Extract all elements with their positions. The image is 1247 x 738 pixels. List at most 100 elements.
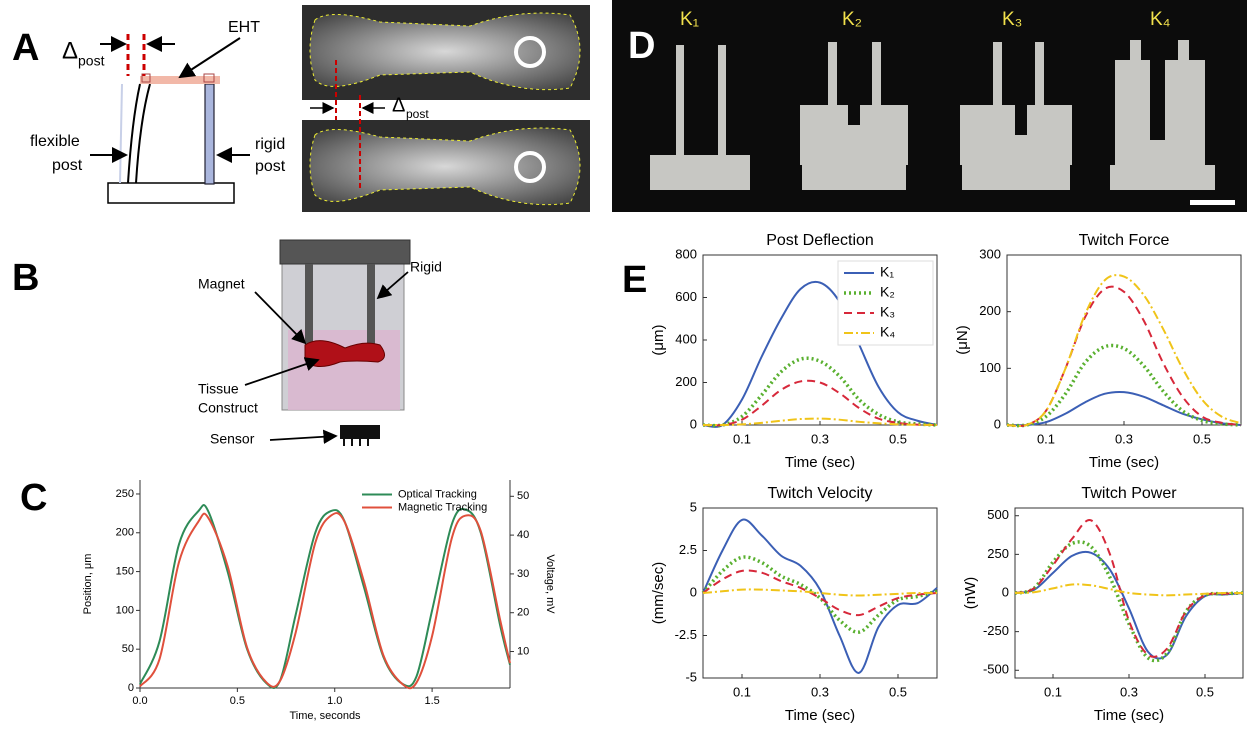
y-tick-label: 0 (690, 584, 697, 599)
y-axis-label: (μm) (650, 324, 667, 355)
x-axis-label: Time, seconds (289, 710, 361, 722)
series-line (1006, 274, 1242, 428)
eht-label: EHT (228, 19, 260, 36)
series-line (702, 588, 938, 597)
stiffness-label: K₂ (842, 9, 862, 30)
tissue-photo (302, 5, 590, 212)
series-line (702, 417, 938, 427)
x-tick-label: 0.3 (1120, 684, 1138, 699)
chart-title: Twitch Power (1081, 485, 1177, 502)
panel-label: E (622, 259, 647, 301)
y2-tick-label: 50 (517, 490, 529, 502)
y-tick-label: 5 (690, 499, 697, 514)
y-tick-label: -250 (983, 623, 1009, 638)
x-tick-label: 0.5 (889, 431, 907, 446)
x-axis-label: Time (sec) (1094, 707, 1164, 724)
y-tick-label: 300 (979, 246, 1001, 261)
y2-tick-label: 30 (517, 568, 529, 580)
delta-subscript: post (406, 107, 429, 121)
y-tick-label: 100 (116, 604, 134, 616)
x-tick-label: 0.5 (230, 695, 245, 707)
y-tick-label: 200 (675, 374, 697, 389)
rigid-label: Rigid (410, 259, 442, 275)
y-axis-label: (nW) (962, 577, 979, 610)
y-tick-label: 250 (987, 546, 1009, 561)
x-axis-label: Time (sec) (785, 707, 855, 724)
tissue-label: Construct (198, 400, 258, 416)
y-tick-label: 250 (116, 488, 134, 500)
y-tick-label: 0 (690, 416, 697, 431)
series-line (1014, 540, 1244, 663)
x-tick-label: 1.5 (424, 695, 439, 707)
flexible-label: flexible (30, 133, 80, 150)
x-tick-label: 0.3 (811, 684, 829, 699)
flexible-label: post (52, 157, 83, 174)
rigid-label: post (255, 158, 286, 175)
magnet-label: Magnet (198, 276, 245, 292)
series-line (1006, 285, 1242, 428)
y-tick-label: 400 (675, 331, 697, 346)
stiffness-label: K₃ (1002, 9, 1022, 30)
device-diagram (244, 239, 411, 446)
y-tick-label: 200 (979, 303, 1001, 318)
rigid-label: rigid (255, 136, 285, 153)
x-tick-label: 0.5 (1196, 684, 1214, 699)
y-axis-label: (μN) (954, 325, 971, 354)
legend-label: K₃ (880, 304, 895, 320)
series-line (1006, 343, 1242, 428)
series-line (702, 379, 938, 427)
y-tick-label: 0 (1002, 584, 1009, 599)
panel-label: C (20, 477, 47, 519)
series-line (701, 555, 938, 634)
y-tick-label: 100 (979, 360, 1001, 375)
legend-box (837, 260, 934, 346)
chart-title: Post Deflection (766, 232, 874, 249)
x-tick-label: 0.5 (1193, 431, 1211, 446)
legend-label: K₄ (880, 324, 895, 340)
legend-label: K₂ (880, 284, 895, 300)
y2-tick-label: 20 (517, 607, 529, 619)
series-line (139, 504, 511, 690)
x-tick-label: 0.3 (1115, 431, 1133, 446)
series-line (1014, 550, 1244, 660)
y-axis-label: Position, μm (82, 554, 94, 615)
panel-label: B (12, 257, 39, 299)
legend-label: Optical Tracking (398, 488, 477, 500)
x-tick-label: 0.0 (132, 695, 147, 707)
series-line (702, 569, 938, 617)
tissue-label: Tissue (198, 381, 239, 397)
stiffness-label: K₁ (680, 9, 699, 30)
y-tick-label: -500 (983, 662, 1009, 677)
x-tick-label: 0.5 (889, 684, 907, 699)
y2-tick-label: 10 (517, 645, 529, 657)
series-line (1014, 583, 1244, 597)
y-tick-label: 0 (994, 416, 1001, 431)
y-tick-label: -5 (685, 669, 697, 684)
sensor-label: Sensor (210, 431, 255, 447)
plot-frame (1006, 254, 1242, 426)
x-axis-label: Time (sec) (785, 454, 855, 471)
x-axis-label: Time (sec) (1089, 454, 1159, 471)
x-tick-label: 0.1 (1037, 431, 1055, 446)
x-tick-label: 0.1 (733, 684, 751, 699)
delta-subscript: post (78, 53, 105, 69)
stiffness-label: K₄ (1150, 9, 1171, 30)
x-tick-label: 0.1 (1044, 684, 1062, 699)
y-axis-label: (mm/sec) (650, 562, 667, 625)
y-tick-label: 150 (116, 565, 134, 577)
y-tick-label: 50 (122, 643, 134, 655)
series-line (702, 518, 938, 674)
y2-tick-label: 40 (517, 529, 529, 541)
chart-title: Twitch Force (1079, 232, 1170, 249)
x-tick-label: 0.1 (733, 431, 751, 446)
legend-label: Magnetic Tracking (398, 501, 487, 513)
series-line (702, 280, 938, 428)
device-photos (650, 40, 1215, 190)
delta-symbol: Δ (62, 37, 78, 64)
panel-label: A (12, 27, 39, 69)
series-line (139, 512, 511, 690)
chart-title: Twitch Velocity (768, 485, 873, 502)
panel-label: D (628, 25, 655, 67)
legend-label: K₁ (880, 264, 894, 280)
